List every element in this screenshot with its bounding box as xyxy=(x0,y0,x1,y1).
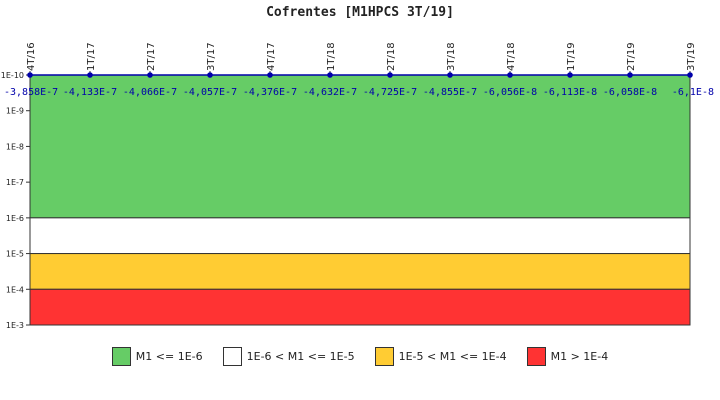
y-tick-label: 1E-3 xyxy=(6,321,24,330)
x-tick-label: 2T/17 xyxy=(146,42,157,71)
series: -3,858E-7 -4,133E-7 -4,066E-7 -4,057E-7 -4,3… xyxy=(4,72,714,98)
data-point xyxy=(567,72,573,78)
legend-label: M1 > 1E-4 xyxy=(550,349,609,363)
x-tick-label: 2T/18 xyxy=(386,42,397,71)
data-label: -6,058E-8 xyxy=(603,87,657,98)
data-label: -4,725E-7 xyxy=(363,87,417,98)
data-label: -4,376E-7 xyxy=(243,87,297,98)
data-point xyxy=(327,72,333,78)
data-label: -6,113E-8 xyxy=(543,87,597,98)
x-tick-label: 3T/18 xyxy=(446,42,457,71)
data-point xyxy=(27,72,33,78)
legend-item: 1E-6 < M1 <= 1E-5 xyxy=(222,346,355,366)
data-point xyxy=(387,72,393,78)
x-tick-label: 1T/18 xyxy=(326,42,337,71)
chart-title: Cofrentes [M1HPCS 3T/19] xyxy=(266,5,454,20)
data-label: -4,133E-7 xyxy=(63,87,117,98)
legend-swatch xyxy=(111,346,131,366)
legend-item: M1 <= 1E-6 xyxy=(111,346,203,366)
data-point xyxy=(87,72,93,78)
data-point xyxy=(267,72,273,78)
legend-swatch xyxy=(222,346,242,366)
band-3 xyxy=(29,288,691,326)
y-tick-label: 1E-4 xyxy=(6,285,24,294)
y-tick-label: 1E-9 xyxy=(6,107,24,116)
y-axis: 1E-10 1E-9 1E-8 1E-7 1E-6 1E-5 1E-4 1E-3 xyxy=(1,71,31,330)
x-tick-label: 3T/17 xyxy=(206,42,217,71)
data-label: -4,855E-7 xyxy=(423,87,477,98)
data-label: -6,1E-8 xyxy=(672,87,714,98)
x-axis: 4T/16 1T/17 2T/17 3T/17 4T/17 1T/18 2T/18 3T/18… xyxy=(26,42,697,76)
y-tick-label: 1E-10 xyxy=(1,71,24,80)
legend-item: M1 > 1E-4 xyxy=(526,346,609,366)
x-tick-label: 3T/19 xyxy=(686,42,697,71)
x-tick-label: 4T/18 xyxy=(506,42,517,71)
x-tick-label: 4T/17 xyxy=(266,42,277,71)
risk-bands xyxy=(29,74,691,326)
data-label: -6,056E-8 xyxy=(483,87,537,98)
x-tick-label: 4T/16 xyxy=(26,42,37,71)
y-tick-label: 1E-5 xyxy=(6,250,24,259)
legend-label: 1E-5 < M1 <= 1E-4 xyxy=(398,349,507,363)
data-label: -4,057E-7 xyxy=(183,87,237,98)
band-0 xyxy=(29,74,691,219)
data-point xyxy=(627,72,633,78)
legend: M1 <= 1E-6 1E-6 < M1 <= 1E-5 1E-5 < M1 <= … xyxy=(0,344,720,368)
band-2 xyxy=(29,253,691,290)
band-1 xyxy=(29,217,691,255)
legend-label: 1E-6 < M1 <= 1E-5 xyxy=(246,349,355,363)
y-tick-label: 1E-6 xyxy=(6,214,24,223)
x-tick-label: 1T/19 xyxy=(566,42,577,71)
data-point xyxy=(207,72,213,78)
x-tick-label: 2T/19 xyxy=(626,42,637,71)
data-point xyxy=(687,72,693,78)
legend-label: M1 <= 1E-6 xyxy=(135,349,203,363)
data-point xyxy=(507,72,513,78)
data-point xyxy=(447,72,453,78)
y-tick-label: 1E-8 xyxy=(6,142,24,151)
data-label: -4,066E-7 xyxy=(123,87,177,98)
y-tick-label: 1E-7 xyxy=(6,178,24,187)
data-label: -4,632E-7 xyxy=(303,87,357,98)
legend-swatch xyxy=(374,346,394,366)
legend-item: 1E-5 < M1 <= 1E-4 xyxy=(374,346,507,366)
data-point xyxy=(147,72,153,78)
data-label: -3,858E-7 xyxy=(4,87,58,98)
legend-swatch xyxy=(526,346,546,366)
x-tick-label: 1T/17 xyxy=(86,42,97,71)
